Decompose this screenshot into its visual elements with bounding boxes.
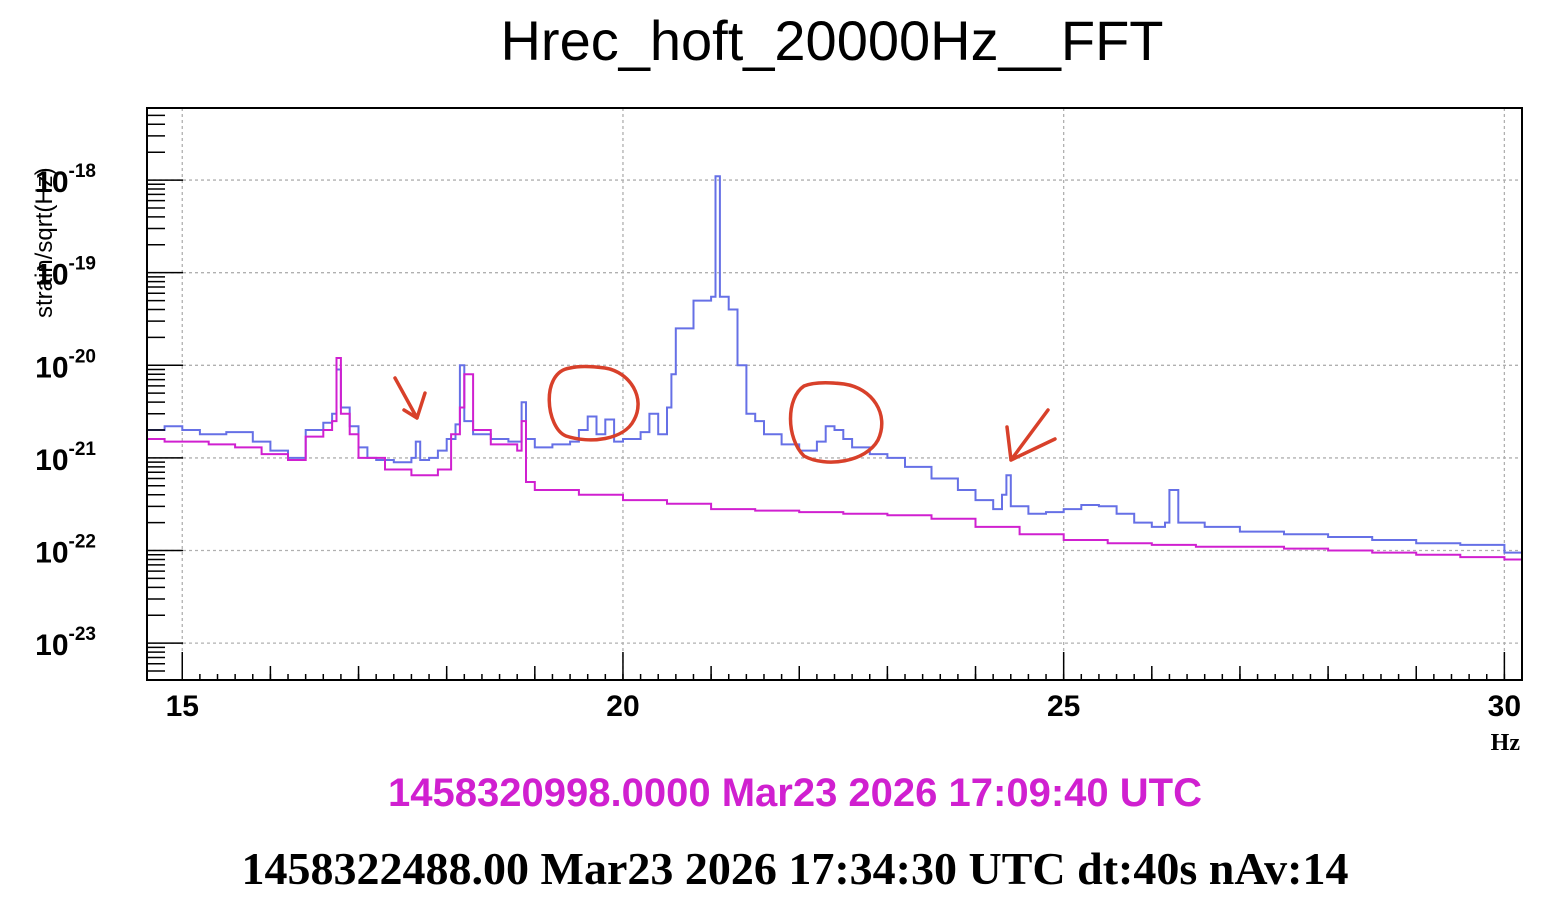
x-tick-label: 15	[166, 690, 199, 723]
y-tick-labels: 10-18 10-19 10-20 10-21 10-22 10-23	[35, 161, 96, 662]
x-axis-label: Hz	[1491, 730, 1521, 756]
data-series	[147, 175, 1522, 561]
start-time-label: 1458320998.0000 Mar23 2026 17:09:40 UTC	[388, 771, 1202, 815]
chart-title: Hrec_hoft_20000Hz__FFT	[500, 9, 1163, 72]
series-line-2	[147, 357, 1522, 561]
x-tick-label: 30	[1488, 690, 1521, 723]
annotation-arrow-2	[1005, 408, 1057, 462]
plot-frame	[146, 107, 1523, 681]
y-tick-label: 10-23	[35, 624, 96, 662]
y-tick-label: 10-22	[35, 532, 96, 570]
annotation-arrow-1	[393, 376, 427, 420]
y-tick-label: 10-20	[35, 346, 96, 384]
y-tick-label: 10-21	[35, 439, 96, 477]
y-tick-label: 10-19	[35, 254, 96, 292]
y-tick-label: 10-18	[35, 161, 96, 199]
annotation-circle-1	[547, 364, 640, 442]
x-tick-label: 25	[1047, 690, 1080, 723]
series-line-1	[147, 175, 1522, 554]
end-time-label: 1458322488.00 Mar23 2026 17:34:30 UTC dt…	[242, 843, 1349, 894]
grid-lines	[147, 108, 1522, 680]
annotation-circle-2	[788, 380, 884, 464]
y-axis-label: strain/sqrt(Hz)	[31, 167, 58, 318]
x-tick-labels: 15 20 25 30	[166, 690, 1521, 723]
axis-ticks	[147, 114, 1506, 681]
x-tick-label: 20	[606, 690, 639, 723]
